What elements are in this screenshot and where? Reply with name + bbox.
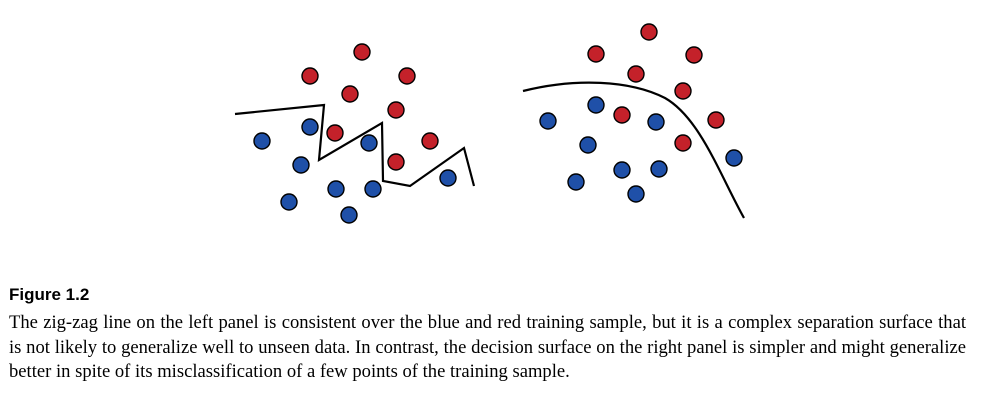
- blue-point: [280, 193, 298, 211]
- blue-point: [647, 113, 665, 131]
- left-panel: [234, 43, 476, 224]
- red-point: [387, 153, 405, 171]
- red-point: [301, 67, 319, 85]
- blue-point: [360, 134, 378, 152]
- left-red-points: [301, 43, 439, 171]
- red-point: [326, 124, 344, 142]
- blue-point: [539, 112, 557, 130]
- blue-point: [567, 173, 585, 191]
- smooth-decision-surface: [522, 81, 745, 219]
- blue-point: [301, 118, 319, 136]
- blue-point: [364, 180, 382, 198]
- blue-point: [627, 185, 645, 203]
- blue-point: [292, 156, 310, 174]
- red-point: [640, 23, 658, 41]
- blue-point: [439, 169, 457, 187]
- red-point: [421, 132, 439, 150]
- blue-point: [650, 160, 668, 178]
- red-point: [387, 101, 405, 119]
- red-point: [627, 65, 645, 83]
- blue-point: [613, 161, 631, 179]
- figure-label: Figure 1.2: [9, 285, 90, 304]
- red-point: [398, 67, 416, 85]
- red-point: [674, 82, 692, 100]
- blue-point: [327, 180, 345, 198]
- zigzag-separation-line: [234, 103, 476, 188]
- red-point: [587, 45, 605, 63]
- red-point: [353, 43, 371, 61]
- right-red-points: [587, 23, 725, 152]
- red-point: [707, 111, 725, 129]
- figure-illustration: [234, 23, 745, 224]
- red-point: [685, 46, 703, 64]
- blue-point: [340, 206, 358, 224]
- blue-point: [725, 149, 743, 167]
- blue-point: [579, 136, 597, 154]
- blue-point: [587, 96, 605, 114]
- blue-point: [253, 132, 271, 150]
- right-panel: [522, 23, 745, 219]
- red-point: [341, 85, 359, 103]
- figure-caption: The zig-zag line on the left panel is co…: [9, 312, 966, 382]
- red-point: [674, 134, 692, 152]
- left-blue-points: [253, 118, 457, 224]
- right-blue-points: [539, 96, 743, 203]
- red-point: [613, 106, 631, 124]
